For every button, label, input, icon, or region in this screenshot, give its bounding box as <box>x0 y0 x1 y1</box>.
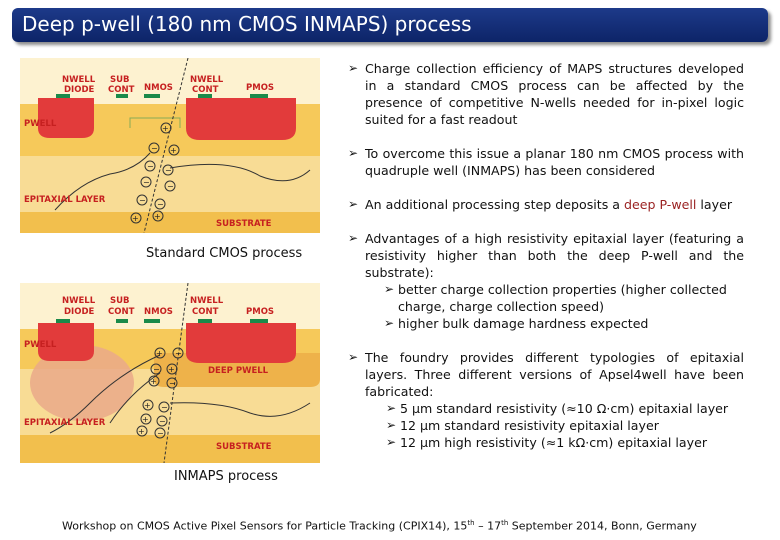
label-sub-cont-1: SUB <box>110 296 130 306</box>
label-nwell-cont-2: CONT <box>192 85 219 95</box>
inmaps-diagram: + − − + + − + − + − + − NWELL DIODE SUB … <box>20 283 320 463</box>
arrow-icon: ➢ <box>384 316 395 330</box>
arrow-icon: ➢ <box>384 282 395 296</box>
label-nwell-diode-2: DIODE <box>64 307 94 317</box>
sub-bullet-12um-std: ➢ 12 µm standard resistivity epitaxial l… <box>386 418 659 433</box>
arrow-icon: ➢ <box>348 197 359 211</box>
nwell-diode-region <box>38 98 94 138</box>
svg-text:+: + <box>168 365 175 374</box>
svg-text:+: + <box>156 349 163 358</box>
arrow-icon: ➢ <box>386 418 397 432</box>
label-nwell-diode-1: NWELL <box>62 296 96 306</box>
label-nmos: NMOS <box>144 307 173 317</box>
svg-text:+: + <box>150 377 157 386</box>
svg-text:−: − <box>165 166 172 175</box>
bullet-list: ➢ Charge collection efficiency of MAPS s… <box>348 60 744 451</box>
svg-text:−: − <box>147 162 154 171</box>
label-deep-pwell: DEEP PWELL <box>208 366 269 376</box>
label-pmos: PMOS <box>246 307 274 317</box>
label-pwell: PWELL <box>24 119 57 129</box>
svg-text:−: − <box>175 349 182 358</box>
sub-bullet-hardness: ➢ higher bulk damage hardness expected <box>384 316 649 331</box>
label-nwell-cont-1: NWELL <box>190 75 224 85</box>
nwell-pmos-region <box>186 98 296 140</box>
bullet-overcome: ➢ To overcome this issue a planar 180 nm… <box>348 146 744 178</box>
nwell-diode-region <box>38 323 94 361</box>
label-sub-cont-2: CONT <box>108 307 135 317</box>
bullet-foundry: ➢ The foundry provides different typolog… <box>348 350 744 399</box>
svg-text:−: − <box>139 196 146 205</box>
svg-text:−: − <box>157 200 164 209</box>
arrow-icon: ➢ <box>348 231 359 245</box>
svg-text:−: − <box>153 365 160 374</box>
sub-bullet-charge: ➢ better charge collection properties (h… <box>384 282 727 314</box>
label-pmos: PMOS <box>246 83 274 93</box>
svg-text:+: + <box>162 124 169 133</box>
charge-cloud <box>30 345 134 421</box>
nwell-pmos-region <box>186 323 296 363</box>
substrate-region <box>20 435 320 463</box>
label-sub-cont-2: CONT <box>108 85 135 95</box>
svg-text:+: + <box>142 415 149 424</box>
label-substrate: SUBSTRATE <box>216 219 272 229</box>
arrow-icon: ➢ <box>348 146 359 160</box>
bullet-charge-collection: ➢ Charge collection efficiency of MAPS s… <box>348 61 744 127</box>
label-sub-cont-1: SUB <box>110 75 130 85</box>
deep-pwell-highlight: deep P-well <box>624 197 697 212</box>
svg-text:+: + <box>132 214 139 223</box>
arrow-icon: ➢ <box>386 435 397 449</box>
svg-text:−: − <box>169 379 176 388</box>
label-pwell: PWELL <box>24 340 57 350</box>
svg-text:−: − <box>157 429 164 438</box>
footer: Workshop on CMOS Active Pixel Sensors fo… <box>62 519 697 533</box>
label-epitaxial: EPITAXIAL LAYER <box>24 195 106 205</box>
bullet-advantages: ➢ Advantages of a high resistivity epita… <box>348 231 744 280</box>
label-nwell-cont-2: CONT <box>192 307 219 317</box>
svg-text:+: + <box>144 401 151 410</box>
svg-text:−: − <box>161 403 168 412</box>
svg-text:−: − <box>143 178 150 187</box>
substrate-region <box>20 212 320 233</box>
label-nwell-diode-1: NWELL <box>62 75 96 85</box>
svg-text:+: + <box>154 212 161 221</box>
arrow-icon: ➢ <box>348 350 359 364</box>
svg-text:−: − <box>167 182 174 191</box>
svg-text:+: + <box>170 146 177 155</box>
svg-text:−: − <box>151 144 158 153</box>
sub-bullet-12um-high: ➢ 12 µm high resistivity (≈1 kΩ·cm) epit… <box>386 435 707 450</box>
label-epitaxial: EPITAXIAL LAYER <box>24 418 106 428</box>
inmaps-caption: INMAPS process <box>174 469 278 484</box>
arrow-icon: ➢ <box>348 61 359 75</box>
arrow-icon: ➢ <box>386 401 397 415</box>
bullet-deep-pwell: ➢ An additional processing step deposits… <box>348 197 733 212</box>
standard-cmos-caption: Standard CMOS process <box>146 246 303 261</box>
title-bar: Deep p-well (180 nm CMOS INMAPS) process <box>12 8 768 42</box>
slide-title: Deep p-well (180 nm CMOS INMAPS) process <box>22 12 472 36</box>
svg-text:+: + <box>138 427 145 436</box>
svg-text:−: − <box>159 417 166 426</box>
sub-bullet-5um: ➢ 5 µm standard resistivity (≈10 Ω·cm) e… <box>386 401 729 416</box>
label-nmos: NMOS <box>144 83 173 93</box>
standard-cmos-diagram: + − + − − − − − − + + NWELL DIODE SUB CO… <box>20 58 320 233</box>
label-nwell-cont-1: NWELL <box>190 296 224 306</box>
label-nwell-diode-2: DIODE <box>64 85 94 95</box>
label-substrate: SUBSTRATE <box>216 442 272 452</box>
